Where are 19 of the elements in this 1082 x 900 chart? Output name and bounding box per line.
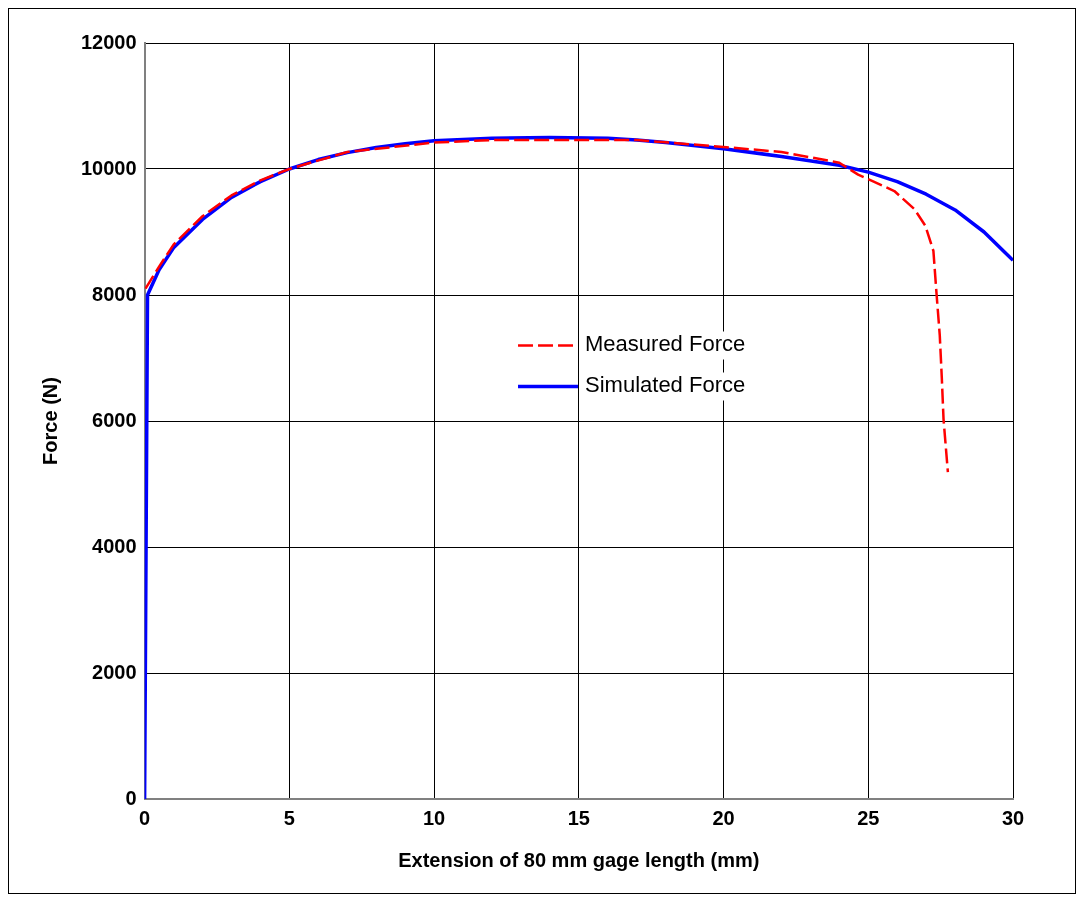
y-tick-label: 10000 <box>80 156 137 179</box>
x-axis-title: Extension of 80 mm gage length (mm) <box>398 848 760 871</box>
legend-label: Simulated Force <box>585 372 746 398</box>
x-tick-label: 5 <box>283 806 295 829</box>
y-tick-label: 0 <box>125 786 137 809</box>
y-tick-label: 8000 <box>92 282 137 305</box>
y-tick-label: 4000 <box>92 534 137 557</box>
line-series <box>144 138 950 474</box>
y-tick-label: 12000 <box>80 30 137 53</box>
x-tick-label: 10 <box>422 806 446 829</box>
x-tick-label: 25 <box>857 806 880 829</box>
y-axis-title: Force (N) <box>38 377 61 465</box>
x-tick-label: 15 <box>567 806 590 829</box>
x-tick-label: 30 <box>1001 806 1025 829</box>
x-tick-label: 20 <box>712 806 735 829</box>
x-tick-label: 0 <box>139 806 151 829</box>
y-tick-label: 2000 <box>92 660 137 683</box>
y-tick-label: 6000 <box>92 408 137 431</box>
legend-label: Measured Force <box>585 331 746 357</box>
